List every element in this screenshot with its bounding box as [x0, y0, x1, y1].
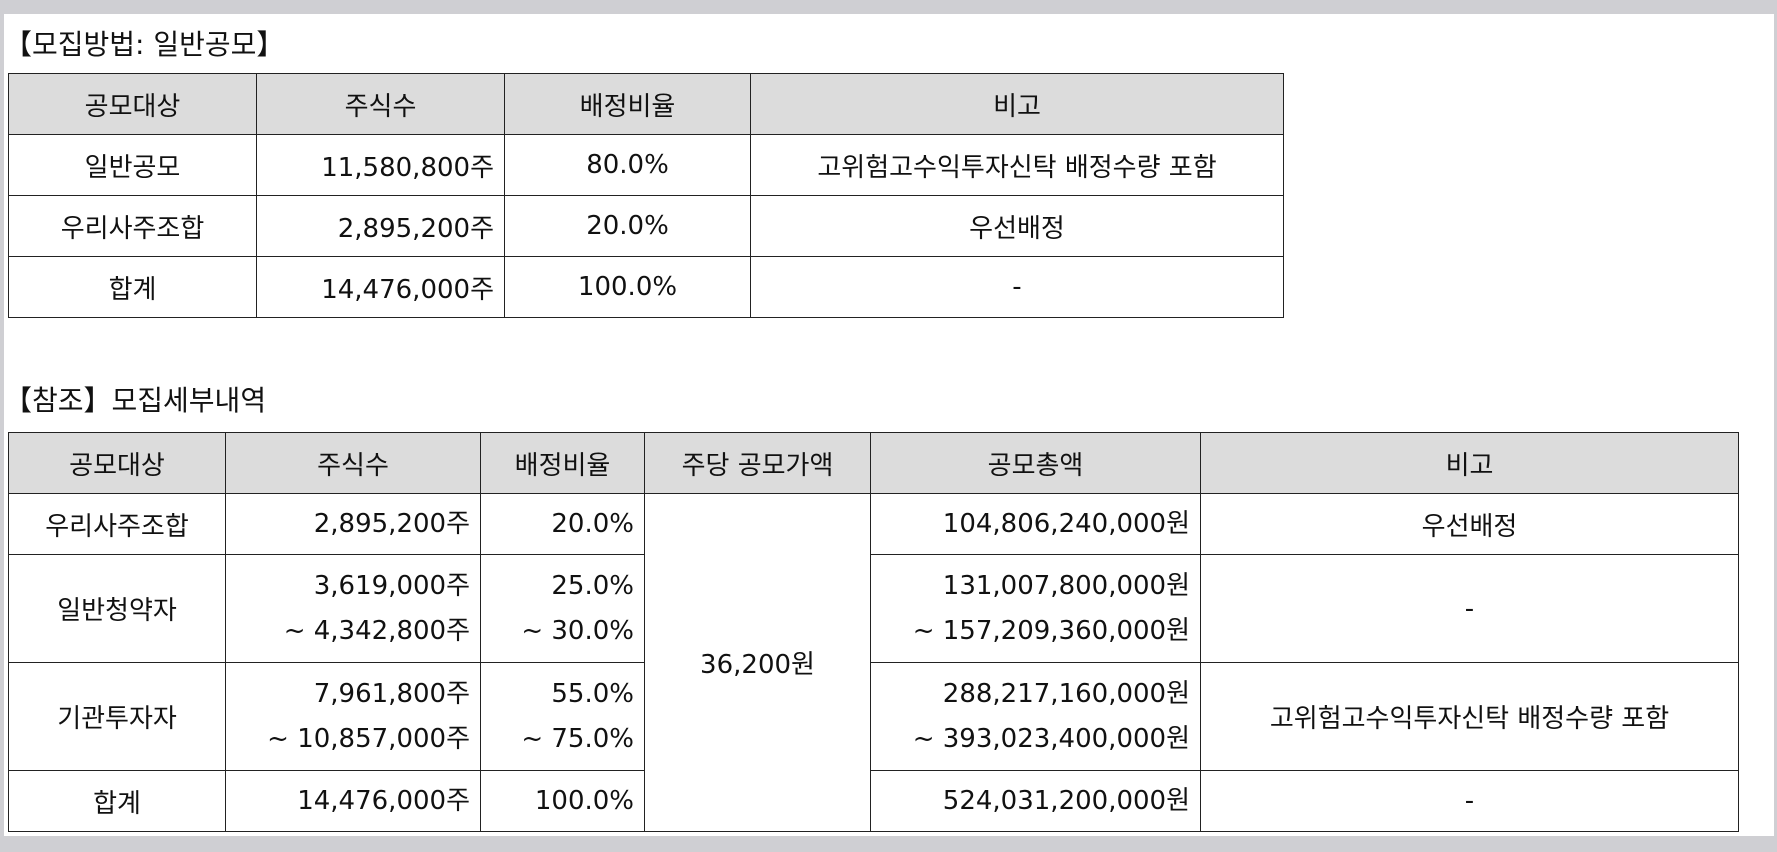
cell-ratio-value: 100.0% [534, 785, 634, 816]
cell-shares: 11,580,800주 [256, 134, 505, 196]
section-title-recruitment-details: 【참조】모집세부내역 [4, 384, 267, 417]
cell-total-amount: 131,007,800,000원 ~ 157,209,360,000원 [870, 554, 1201, 663]
cell-shares: 14,476,000주 [225, 770, 481, 832]
cell-total-amount: 288,217,160,000원 ~ 393,023,400,000원 [870, 662, 1201, 771]
cell-target: 기관투자자 [8, 662, 226, 771]
table-row: 일반청약자 3,619,000주 ~ 4,342,800주 25.0% ~ 30… [8, 554, 1739, 663]
cell-note: 우선배정 [750, 195, 1284, 257]
cell-total-value: 104,806,240,000원 [942, 508, 1190, 539]
table-header-row: 공모대상 주식수 배정비율 비고 [8, 73, 1284, 135]
cell-ratio-max: ~ 30.0% [521, 615, 634, 646]
cell-ratio: 80.0% [504, 134, 751, 196]
cell-ratio-value: 20.0% [551, 508, 634, 539]
header-target: 공모대상 [8, 432, 226, 494]
cell-shares-min: 3,619,000주 [313, 570, 470, 601]
cell-ratio-min: 55.0% [551, 678, 634, 709]
header-target: 공모대상 [8, 73, 257, 135]
recruitment-details-table: 공모대상 주식수 배정비율 주당 공모가액 공모총액 비고 우리사주조합 2,8… [8, 432, 1739, 832]
cell-ratio: 25.0% ~ 30.0% [480, 554, 645, 663]
cell-ratio: 55.0% ~ 75.0% [480, 662, 645, 771]
header-ratio: 배정비율 [504, 73, 751, 135]
cell-target: 우리사주조합 [8, 195, 257, 257]
cell-target: 합계 [8, 256, 257, 318]
cell-ratio: 20.0% [480, 493, 645, 555]
cell-ratio: 100.0% [480, 770, 645, 832]
header-ratio: 배정비율 [480, 432, 645, 494]
cell-note: 고위험고수익투자신탁 배정수량 포함 [750, 134, 1284, 196]
cell-price-per-share: 36,200원 [644, 493, 871, 832]
table-row: 합계 14,476,000주 100.0% - [8, 256, 1284, 318]
cell-ratio: 100.0% [504, 256, 751, 318]
cell-shares-value: 2,895,200주 [313, 508, 470, 539]
cell-target: 일반공모 [8, 134, 257, 196]
cell-total-amount: 104,806,240,000원 [870, 493, 1201, 555]
document-page: 【모집방법: 일반공모】 공모대상 주식수 배정비율 비고 일반공모 11,58… [4, 14, 1774, 836]
cell-total-min: 288,217,160,000원 [942, 678, 1190, 709]
cell-shares: 2,895,200주 [256, 195, 505, 257]
header-price-per-share: 주당 공모가액 [644, 432, 871, 494]
cell-shares: 14,476,000주 [256, 256, 505, 318]
cell-ratio-max: ~ 75.0% [521, 723, 634, 754]
table-header-row: 공모대상 주식수 배정비율 주당 공모가액 공모총액 비고 [8, 432, 1739, 494]
cell-note: 고위험고수익투자신탁 배정수량 포함 [1200, 662, 1739, 771]
table-row: 우리사주조합 2,895,200주 20.0% 우선배정 [8, 195, 1284, 257]
header-note: 비고 [750, 73, 1284, 135]
header-total-amount: 공모총액 [870, 432, 1201, 494]
cell-note: - [750, 256, 1284, 318]
table-row: 기관투자자 7,961,800주 ~ 10,857,000주 55.0% ~ 7… [8, 662, 1739, 771]
cell-shares: 2,895,200주 [225, 493, 481, 555]
cell-target: 합계 [8, 770, 226, 832]
cell-shares: 3,619,000주 ~ 4,342,800주 [225, 554, 481, 663]
cell-note: - [1200, 554, 1739, 663]
cell-total-min: 131,007,800,000원 [942, 570, 1190, 601]
cell-total-max: ~ 393,023,400,000원 [912, 723, 1190, 754]
cell-total-max: ~ 157,209,360,000원 [912, 615, 1190, 646]
table-row: 일반공모 11,580,800주 80.0% 고위험고수익투자신탁 배정수량 포… [8, 134, 1284, 196]
cell-note: - [1200, 770, 1739, 832]
cell-target: 우리사주조합 [8, 493, 226, 555]
cell-total-value: 524,031,200,000원 [942, 785, 1190, 816]
cell-shares: 7,961,800주 ~ 10,857,000주 [225, 662, 481, 771]
cell-total-amount: 524,031,200,000원 [870, 770, 1201, 832]
cell-shares-max: ~ 4,342,800주 [283, 615, 470, 646]
cell-ratio-min: 25.0% [551, 570, 634, 601]
cell-shares-min: 7,961,800주 [313, 678, 470, 709]
header-note: 비고 [1200, 432, 1739, 494]
header-shares: 주식수 [256, 73, 505, 135]
section-title-recruitment-method: 【모집방법: 일반공모】 [4, 28, 285, 61]
cell-shares-max: ~ 10,857,000주 [267, 723, 470, 754]
cell-note: 우선배정 [1200, 493, 1739, 555]
header-shares: 주식수 [225, 432, 481, 494]
cell-ratio: 20.0% [504, 195, 751, 257]
recruitment-method-table: 공모대상 주식수 배정비율 비고 일반공모 11,580,800주 80.0% … [8, 73, 1284, 318]
cell-target: 일반청약자 [8, 554, 226, 663]
table-row: 우리사주조합 2,895,200주 20.0% 36,200원 104,806,… [8, 493, 1739, 832]
cell-shares-value: 14,476,000주 [297, 785, 470, 816]
table-row: 합계 14,476,000주 100.0% 524,031,200,000원 - [8, 770, 1739, 832]
